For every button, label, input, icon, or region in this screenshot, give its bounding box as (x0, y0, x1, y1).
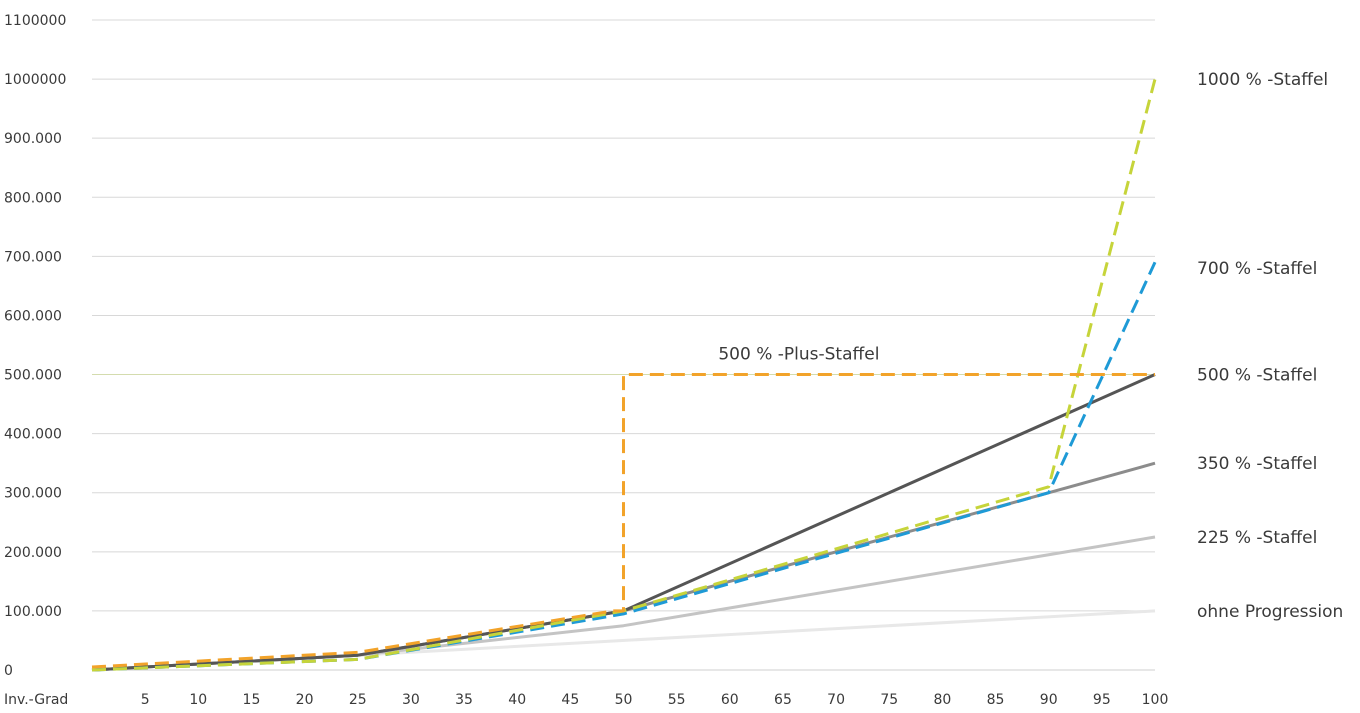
y-tick-label: 100.000 (4, 604, 62, 620)
y-tick-label: 700.000 (4, 249, 62, 265)
x-tick-label: 65 (774, 692, 792, 708)
y-tick-label: 300.000 (4, 486, 62, 502)
x-tick-label: 75 (880, 692, 898, 708)
x-tick-label: 40 (508, 692, 526, 708)
x-tick-label: 70 (827, 692, 845, 708)
series-line-500-staffel (91, 373, 1156, 672)
series-label: 500 % -Staffel (1197, 366, 1317, 386)
x-tick-label: 85 (987, 692, 1005, 708)
annotation-label: 500 % -Plus-Staffel (718, 345, 879, 365)
x-tick-label: 60 (721, 692, 739, 708)
x-tick-label: 50 (615, 692, 633, 708)
y-tick-label: 200.000 (4, 545, 62, 561)
x-tick-label: 35 (455, 692, 473, 708)
x-tick-label: 10 (189, 692, 207, 708)
x-axis-first-label: Inv.-Grad (4, 692, 68, 708)
y-tick-label: 900.000 (4, 131, 62, 147)
series-label: 1000 % -Staffel (1197, 70, 1328, 90)
series-label: ohne Progression (1197, 602, 1343, 622)
y-tick-label: 1100000 (4, 13, 66, 29)
x-tick-label: 30 (402, 692, 420, 708)
x-tick-label: 100 (1142, 692, 1169, 708)
y-tick-label: 500.000 (4, 368, 62, 384)
y-tick-label: 1000000 (4, 72, 66, 88)
y-tick-label: 800.000 (4, 190, 62, 206)
x-tick-label: 25 (349, 692, 367, 708)
x-tick-label: 55 (668, 692, 686, 708)
series-label: 225 % -Staffel (1197, 528, 1317, 548)
series-line-500-plus-staffel (91, 373, 1155, 669)
x-tick-label: 90 (1040, 692, 1058, 708)
x-tick-label: 5 (141, 692, 150, 708)
x-tick-label: 20 (296, 692, 314, 708)
x-tick-label: 80 (933, 692, 951, 708)
x-tick-label: 15 (243, 692, 261, 708)
y-tick-label: 0 (4, 663, 13, 679)
x-tick-label: 95 (1093, 692, 1111, 708)
y-tick-label: 400.000 (4, 427, 62, 443)
series-label: 350 % -Staffel (1197, 454, 1317, 474)
y-tick-label: 600.000 (4, 308, 62, 324)
x-tick-label: 45 (561, 692, 579, 708)
series-label: 700 % -Staffel (1197, 259, 1317, 279)
